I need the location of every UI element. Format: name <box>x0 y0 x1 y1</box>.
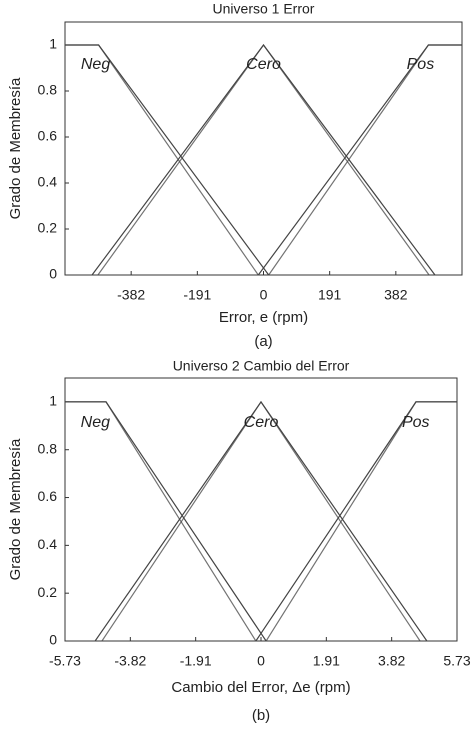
y-tick-label: 0.8 <box>38 82 58 98</box>
y-axis-label: Grado de Membresía <box>7 438 24 580</box>
x-tick-label: -3.82 <box>114 653 146 669</box>
y-tick-label: 0 <box>49 632 57 648</box>
y-axis-label: Grado de Membresía <box>7 77 24 219</box>
membership-upper <box>255 401 457 642</box>
x-tick-label: 5.73 <box>443 653 470 669</box>
membership-lower <box>265 401 457 642</box>
x-tick-label: 0 <box>257 653 265 669</box>
y-tick-label: 0.4 <box>38 174 58 190</box>
membership-upper <box>94 400 428 642</box>
y-tick-label: 1 <box>49 36 57 52</box>
y-tick-label: 1 <box>49 393 57 409</box>
caption: (b) <box>252 707 270 724</box>
x-tick-label: -5.73 <box>49 653 81 669</box>
series-label: Cero <box>246 56 281 73</box>
membership-lower <box>101 400 421 642</box>
series-label: Neg <box>81 414 110 431</box>
y-tick-label: 0.4 <box>38 536 58 552</box>
x-axis-label: Cambio del Error, Δe (rpm) <box>171 679 350 696</box>
caption: (a) <box>254 333 272 350</box>
membership-lower <box>97 43 430 276</box>
membership-lower <box>65 401 257 642</box>
series-label: Pos <box>402 414 430 431</box>
x-tick-label: -191 <box>183 287 211 303</box>
membership-lower <box>65 44 259 276</box>
y-tick-label: 0.2 <box>38 584 58 600</box>
x-tick-label: -1.91 <box>180 653 212 669</box>
y-tick-label: 0 <box>49 266 57 282</box>
membership-upper <box>65 44 270 276</box>
y-tick-label: 0.6 <box>38 488 58 504</box>
membership-upper <box>65 401 267 642</box>
membership-lower <box>268 44 462 276</box>
x-axis-label: Error, e (rpm) <box>219 309 308 326</box>
series-label: Cero <box>244 414 279 431</box>
series-label: Pos <box>407 56 435 73</box>
x-tick-label: 3.82 <box>378 653 405 669</box>
x-tick-label: 0 <box>260 287 268 303</box>
y-tick-label: 0.2 <box>38 220 58 236</box>
y-tick-label: 0.6 <box>38 128 58 144</box>
membership-upper <box>257 44 462 276</box>
y-tick-label: 0.8 <box>38 440 58 456</box>
series-label: Neg <box>81 56 110 73</box>
membership-upper <box>91 43 436 276</box>
chart-title: Universo 1 Error <box>213 1 315 17</box>
x-tick-label: -382 <box>117 287 145 303</box>
x-tick-label: 191 <box>318 287 342 303</box>
x-tick-label: 1.91 <box>313 653 340 669</box>
chart-title: Universo 2 Cambio del Error <box>173 358 350 374</box>
x-tick-label: 382 <box>384 287 408 303</box>
